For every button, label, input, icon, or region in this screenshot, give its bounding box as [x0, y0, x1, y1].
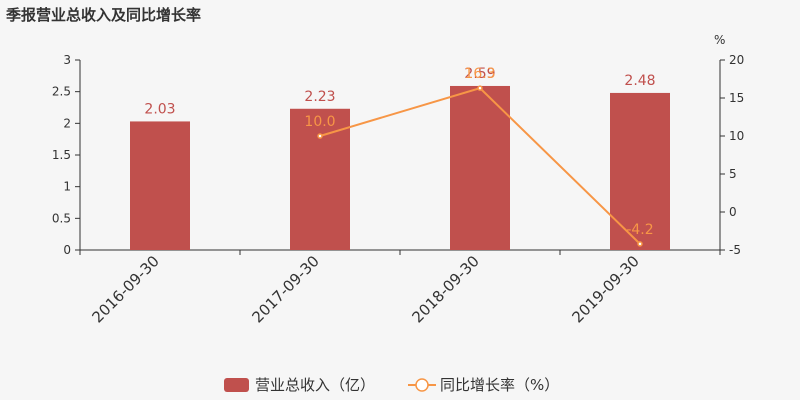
right-axis-unit: %: [714, 33, 725, 47]
chart-title: 季报营业总收入及同比增长率: [6, 6, 201, 24]
bar-value-label: 2.48: [624, 73, 655, 89]
legend-marker-growth: [415, 378, 429, 392]
left-axis-ticks: 0 0.5 1 1.5 2 2.5 3: [52, 53, 80, 257]
left-tick-label: 0.5: [52, 211, 71, 225]
x-tick-label: 2019-09-30: [568, 252, 642, 326]
line-labels: 10.0 16.3 -4.2: [304, 66, 653, 238]
left-tick-label: 1: [63, 180, 71, 194]
growth-point: [477, 85, 483, 91]
x-tick-label: 2018-09-30: [408, 252, 482, 326]
right-tick-label: 20: [729, 53, 744, 67]
right-tick-label: 5: [729, 167, 737, 181]
x-tick-label: 2016-09-30: [88, 252, 162, 326]
bar-value-label: 2.03: [144, 101, 175, 117]
left-tick-label: 1.5: [52, 148, 71, 162]
bar-labels: 2.03 2.23 2.59 2.48: [144, 66, 655, 117]
bar: [450, 85, 510, 250]
legend-label-growth: 同比增长率（%）: [440, 376, 559, 394]
growth-value-label: 16.3: [464, 66, 495, 82]
left-tick-label: 3: [63, 53, 71, 67]
right-tick-label: 0: [729, 205, 737, 219]
bar-value-label: 2.23: [304, 89, 335, 105]
growth-point: [317, 133, 323, 139]
growth-value-label: -4.2: [626, 222, 653, 238]
right-tick-label: -5: [729, 243, 741, 257]
bar-value-label: 2.59: [464, 66, 495, 82]
bar-series: [130, 85, 670, 251]
bar: [130, 121, 190, 250]
legend: 营业总收入（亿） 同比增长率（%）: [224, 376, 559, 394]
x-axis-ticks: 2016-09-30 2017-09-30 2018-09-30 2019-09-30: [79, 250, 721, 326]
legend-swatch-revenue: [224, 378, 249, 392]
right-tick-label: 10: [729, 129, 744, 143]
left-tick-label: 2.5: [52, 85, 71, 99]
legend-label-revenue: 营业总收入（亿）: [255, 376, 375, 394]
left-tick-label: 0: [63, 243, 71, 257]
line-series: [317, 85, 643, 247]
growth-value-label: 10.0: [304, 114, 335, 130]
bar: [290, 108, 350, 251]
right-tick-label: 15: [729, 91, 744, 105]
left-tick-label: 2: [63, 116, 71, 130]
x-tick-label: 2017-09-30: [248, 252, 322, 326]
right-axis-ticks: -5 0 5 10 15 20: [720, 53, 744, 257]
growth-point: [637, 241, 643, 247]
